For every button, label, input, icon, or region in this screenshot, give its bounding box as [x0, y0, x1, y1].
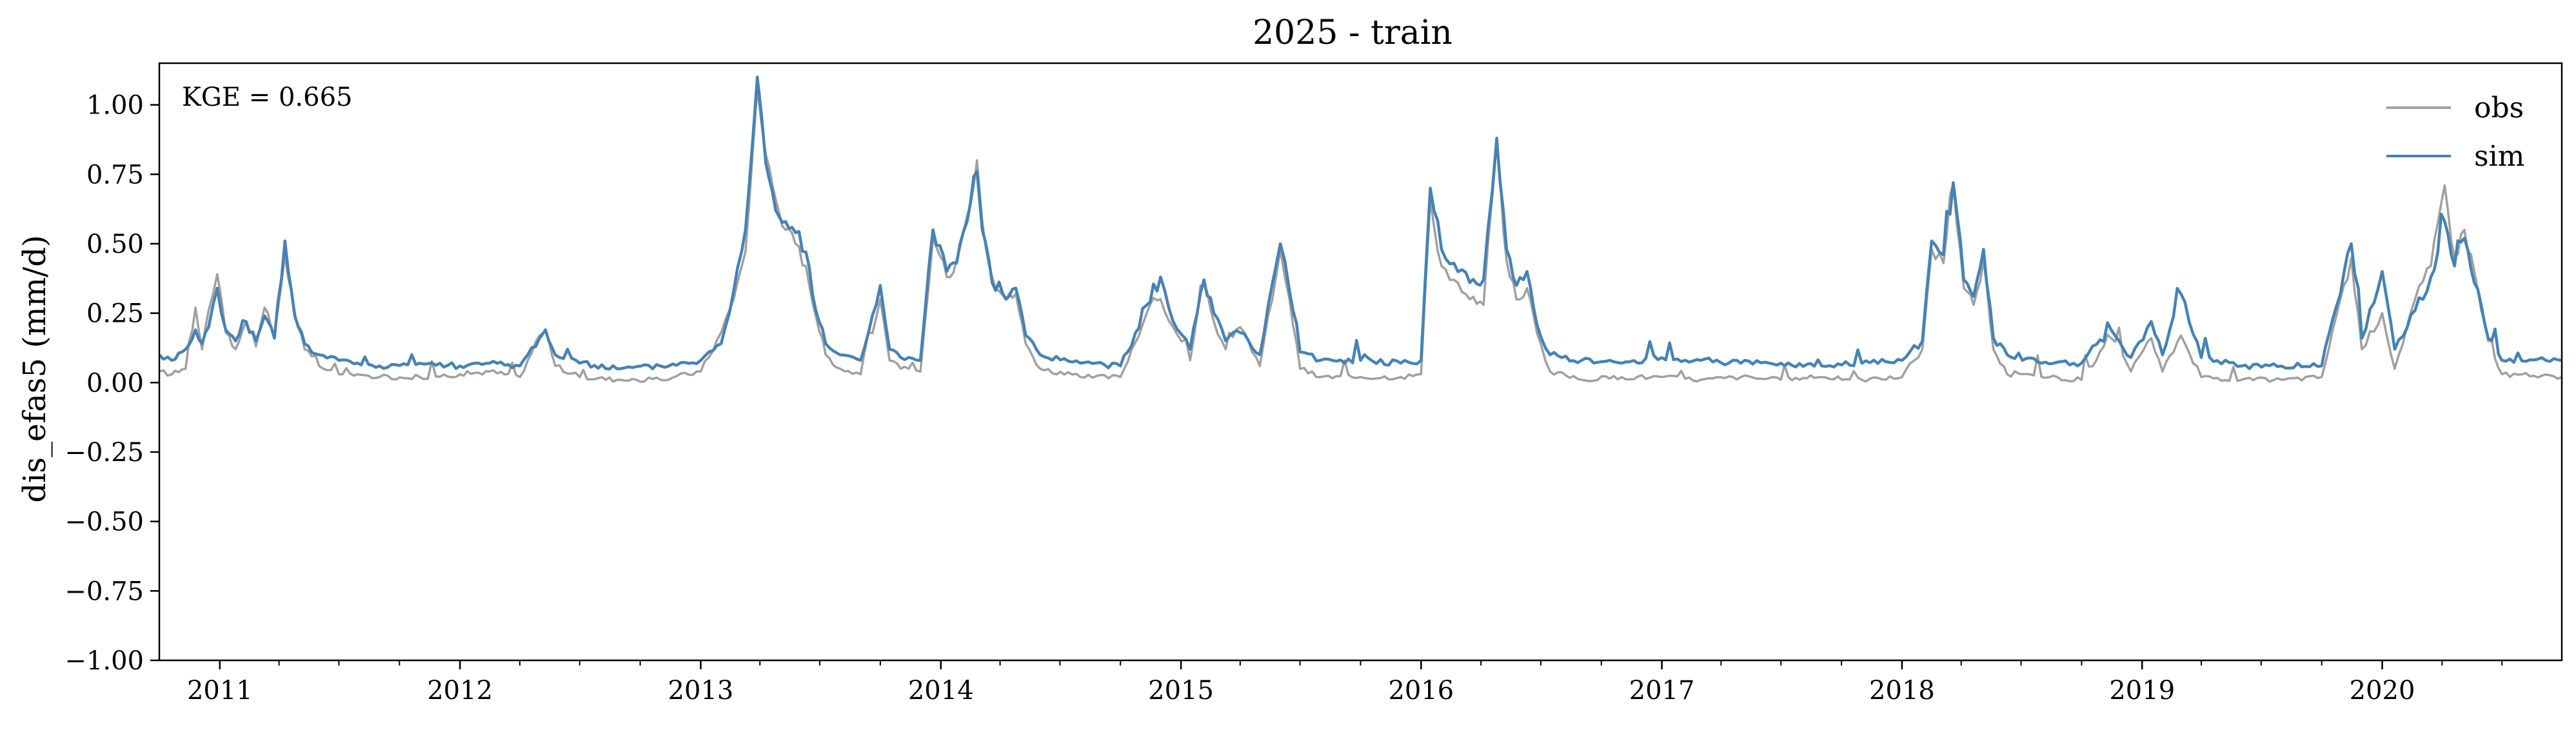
legend-sim-label: sim — [2474, 140, 2524, 173]
y-tick-label: −0.75 — [64, 577, 144, 606]
x-tick-label: 2012 — [427, 676, 493, 705]
y-tick-label: 0.25 — [86, 299, 144, 329]
x-tick-label: 2019 — [2109, 676, 2175, 705]
y-tick-label: 1.00 — [86, 91, 144, 121]
y-tick-label: 0.75 — [86, 160, 144, 190]
x-tick-label: 2013 — [668, 676, 734, 705]
y-tick-label: −0.50 — [64, 508, 144, 537]
y-tick-label: 0.50 — [86, 230, 144, 259]
x-tick-label: 2011 — [187, 676, 253, 705]
x-tick-label: 2015 — [1148, 676, 1214, 705]
x-tick-label: 2017 — [1629, 676, 1695, 705]
y-tick-label: −1.00 — [64, 646, 144, 676]
kge-annotation: KGE = 0.665 — [182, 83, 353, 112]
x-tick-label: 2020 — [2350, 676, 2415, 705]
y-tick-label: 0.00 — [86, 368, 144, 398]
y-axis-label: dis_efas5 (mm/d) — [17, 235, 53, 502]
x-tick-label: 2014 — [908, 676, 974, 705]
chart-title: 2025 - train — [1253, 14, 1452, 52]
legend-obs-label: obs — [2474, 92, 2524, 124]
x-tick-label: 2016 — [1388, 676, 1454, 705]
y-tick-label: −0.25 — [64, 438, 144, 468]
x-tick-label: 2018 — [1869, 676, 1935, 705]
